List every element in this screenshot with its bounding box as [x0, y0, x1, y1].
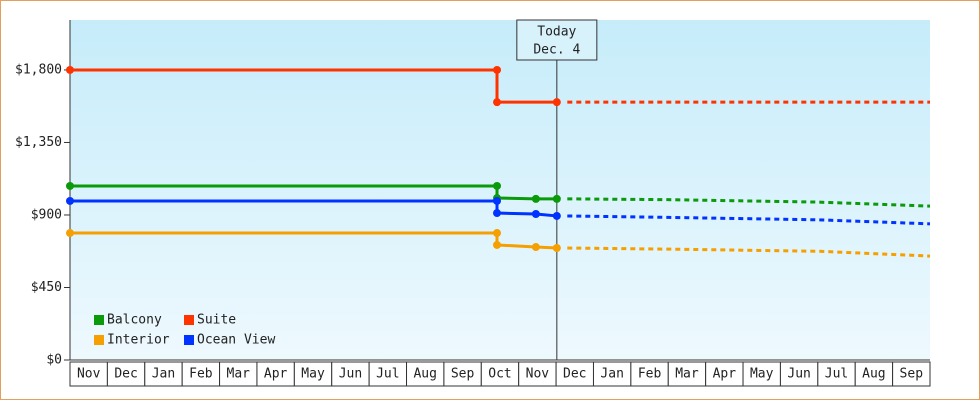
x-tick-box — [219, 361, 258, 387]
x-tick-box — [406, 361, 445, 387]
point — [66, 181, 74, 190]
legend-swatch — [184, 315, 194, 325]
point — [493, 181, 502, 190]
point — [552, 211, 561, 220]
point — [493, 240, 502, 249]
x-tick-label: Jun — [339, 367, 362, 382]
x-tick-label: Apr — [264, 367, 288, 382]
y-tick-label: $450 — [31, 280, 62, 295]
x-tick-label: Jun — [787, 367, 810, 382]
series-line — [70, 68, 557, 104]
x-tick-label: Jan — [600, 367, 623, 382]
x-tick-label: May — [301, 367, 325, 382]
legend-label: Balcony — [107, 313, 162, 328]
x-tick-box — [592, 361, 632, 387]
legend-swatch — [184, 335, 194, 345]
y-tick-label: $1,800 — [15, 62, 62, 77]
x-tick-box — [742, 361, 781, 387]
x-tick-box — [69, 361, 108, 387]
x-tick-label: Feb — [638, 367, 662, 382]
x-tick-label: Mar — [675, 367, 699, 382]
point — [552, 194, 561, 203]
x-tick-label: Aug — [862, 367, 885, 382]
point — [493, 209, 502, 218]
x-tick-label: Jul — [825, 367, 848, 382]
x-tick-box — [705, 361, 744, 387]
plot-area — [70, 20, 930, 360]
legend-label: Ocean View — [197, 333, 275, 348]
x-tick-box — [331, 361, 370, 387]
point — [66, 196, 74, 205]
x-tick-label: Apr — [713, 367, 737, 382]
point — [531, 243, 540, 252]
point — [552, 244, 561, 253]
legend-swatch — [94, 315, 104, 325]
x-tick-box — [368, 361, 408, 387]
point — [552, 98, 561, 107]
x-tick-label: Dec — [114, 367, 137, 382]
legend-swatch — [94, 335, 104, 345]
x-tick-label: Nov — [526, 367, 550, 382]
point — [493, 65, 502, 74]
x-tick-label: Nov — [77, 367, 101, 382]
point — [66, 229, 74, 238]
forecast-line — [567, 246, 931, 258]
x-tick-box — [667, 361, 707, 387]
x-tick-label: Oct — [488, 367, 511, 382]
legend-label: Interior — [107, 333, 170, 348]
point — [531, 210, 540, 219]
x-tick-label: May — [750, 367, 774, 382]
x-tick-label: Dec — [563, 367, 586, 382]
point — [493, 98, 502, 107]
forecast-line — [567, 197, 931, 208]
x-tick-label: Sep — [451, 367, 475, 382]
point — [493, 229, 502, 238]
x-tick-label: Feb — [189, 367, 213, 382]
x-tick-label: Aug — [413, 367, 436, 382]
x-tick-box — [144, 361, 183, 387]
x-tick-label: Jul — [376, 367, 399, 382]
x-tick-label: Jan — [152, 367, 175, 382]
x-tick-box — [293, 361, 333, 387]
legend-label: Suite — [197, 313, 236, 328]
point — [531, 194, 540, 203]
x-tick-box — [256, 361, 295, 387]
x-tick-box — [106, 361, 146, 387]
y-tick-label: $1,350 — [15, 135, 62, 150]
x-tick-box — [518, 361, 557, 387]
x-tick-box — [630, 361, 669, 387]
x-tick-box — [181, 361, 221, 387]
x-tick-box — [555, 361, 594, 387]
y-tick-label: $900 — [31, 207, 62, 222]
x-tick-box — [779, 361, 819, 387]
forecast-line — [567, 214, 931, 226]
y-tick-label: $0 — [46, 353, 62, 368]
x-tick-box — [892, 361, 931, 387]
x-tick-label: Mar — [227, 367, 251, 382]
today-box — [516, 19, 598, 61]
point — [66, 65, 74, 74]
today-date: Dec. 4 — [533, 43, 580, 58]
x-tick-label: Sep — [900, 367, 924, 382]
today-label: Today — [537, 25, 576, 40]
point — [493, 196, 502, 205]
